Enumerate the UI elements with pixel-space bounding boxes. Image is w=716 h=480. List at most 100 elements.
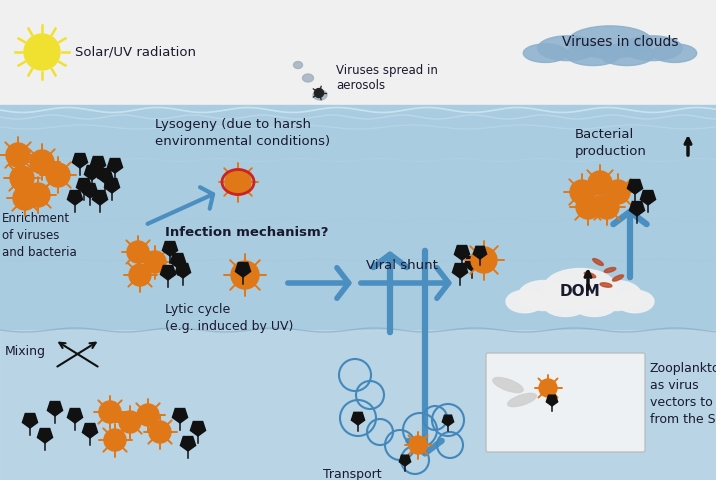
Circle shape <box>409 436 427 454</box>
Text: DOM: DOM <box>560 285 601 300</box>
Circle shape <box>104 429 126 451</box>
Text: Lysogeny (due to harsh
environmental conditions): Lysogeny (due to harsh environmental con… <box>155 118 330 148</box>
Polygon shape <box>190 421 205 436</box>
Polygon shape <box>546 395 558 406</box>
Polygon shape <box>77 179 92 193</box>
Circle shape <box>26 183 50 207</box>
Circle shape <box>539 379 557 397</box>
Circle shape <box>595 195 619 219</box>
Bar <box>0 330 716 480</box>
Polygon shape <box>640 191 656 205</box>
Text: Bacterial
production: Bacterial production <box>575 128 647 158</box>
Ellipse shape <box>566 43 620 66</box>
Ellipse shape <box>302 74 314 82</box>
Polygon shape <box>82 183 97 198</box>
Polygon shape <box>352 412 364 425</box>
Polygon shape <box>170 253 185 268</box>
Ellipse shape <box>523 44 568 62</box>
Circle shape <box>13 186 37 210</box>
Polygon shape <box>173 408 188 423</box>
Circle shape <box>137 404 159 426</box>
Polygon shape <box>455 246 470 260</box>
Ellipse shape <box>600 43 654 66</box>
Circle shape <box>314 88 324 97</box>
Ellipse shape <box>652 44 697 62</box>
Ellipse shape <box>584 272 596 278</box>
Circle shape <box>129 264 151 286</box>
Ellipse shape <box>294 61 302 69</box>
Circle shape <box>30 150 54 174</box>
Text: Enrichment
of viruses
and bacteria: Enrichment of viruses and bacteria <box>2 212 77 259</box>
Polygon shape <box>82 423 97 438</box>
Polygon shape <box>67 191 82 205</box>
Text: Lytic cycle
(e.g. induced by UV): Lytic cycle (e.g. induced by UV) <box>165 303 294 333</box>
Polygon shape <box>47 402 62 416</box>
Text: Viruses in clouds: Viruses in clouds <box>562 35 678 49</box>
Polygon shape <box>84 166 100 180</box>
FancyBboxPatch shape <box>486 353 645 452</box>
Polygon shape <box>37 429 52 443</box>
Ellipse shape <box>616 290 654 313</box>
Polygon shape <box>72 154 87 168</box>
Text: Infection mechanism?: Infection mechanism? <box>165 227 329 240</box>
Polygon shape <box>105 179 120 193</box>
Text: Viruses spread in
aerosols: Viruses spread in aerosols <box>336 64 438 92</box>
Circle shape <box>231 261 259 289</box>
Ellipse shape <box>506 290 543 313</box>
Circle shape <box>119 411 141 433</box>
Ellipse shape <box>623 36 682 60</box>
Ellipse shape <box>508 393 536 407</box>
Polygon shape <box>627 180 642 194</box>
Circle shape <box>6 143 30 167</box>
Ellipse shape <box>591 280 642 311</box>
Ellipse shape <box>313 90 327 100</box>
Circle shape <box>149 421 171 443</box>
Text: Transport
in bubbles: Transport in bubbles <box>319 468 384 480</box>
Polygon shape <box>400 455 411 466</box>
Polygon shape <box>236 263 251 277</box>
Polygon shape <box>107 158 122 173</box>
Polygon shape <box>160 265 175 280</box>
Circle shape <box>576 195 600 219</box>
Text: Solar/UV radiation: Solar/UV radiation <box>75 46 196 59</box>
Text: Mixing: Mixing <box>5 346 46 359</box>
Ellipse shape <box>593 259 604 265</box>
Ellipse shape <box>538 36 597 60</box>
Polygon shape <box>442 415 454 426</box>
Ellipse shape <box>600 283 612 287</box>
Circle shape <box>606 180 630 204</box>
Ellipse shape <box>493 377 523 393</box>
Polygon shape <box>90 156 105 171</box>
Ellipse shape <box>518 280 569 311</box>
Ellipse shape <box>543 268 616 308</box>
Circle shape <box>144 251 166 273</box>
Polygon shape <box>473 246 487 259</box>
Polygon shape <box>465 256 480 271</box>
Polygon shape <box>92 191 107 205</box>
Circle shape <box>225 169 251 195</box>
Ellipse shape <box>604 267 616 273</box>
Polygon shape <box>453 264 468 278</box>
Polygon shape <box>67 408 82 423</box>
Ellipse shape <box>612 275 624 281</box>
Text: Zooplankton
as virus
vectors to and
from the SML: Zooplankton as virus vectors to and from… <box>650 362 716 426</box>
Circle shape <box>471 247 497 273</box>
Circle shape <box>99 401 121 423</box>
Polygon shape <box>175 264 190 278</box>
Polygon shape <box>97 168 112 183</box>
Circle shape <box>10 166 34 190</box>
Bar <box>0 105 716 480</box>
Polygon shape <box>22 414 38 428</box>
Circle shape <box>588 171 612 195</box>
Ellipse shape <box>568 26 652 58</box>
Circle shape <box>127 241 149 263</box>
Circle shape <box>24 34 60 70</box>
Polygon shape <box>180 436 195 451</box>
Polygon shape <box>629 202 644 216</box>
Text: Viral shunt: Viral shunt <box>366 259 438 272</box>
Circle shape <box>570 180 594 204</box>
Ellipse shape <box>542 289 589 316</box>
Polygon shape <box>163 241 178 256</box>
Circle shape <box>46 163 70 187</box>
Bar <box>0 0 716 105</box>
